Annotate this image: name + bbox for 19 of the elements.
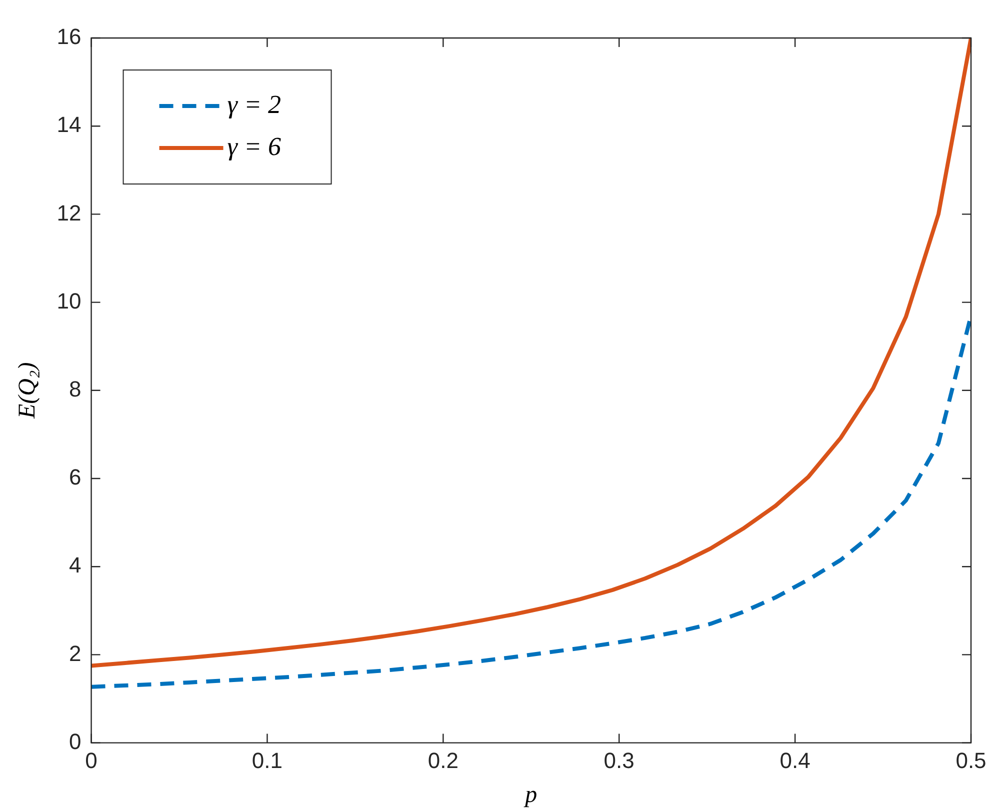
y-tick-label: 8 <box>69 376 82 402</box>
y-tick-label: 4 <box>69 552 82 578</box>
y-tick-label: 14 <box>56 112 82 138</box>
x-tick-label: 0 <box>85 748 98 774</box>
y-tick-label: 12 <box>56 200 82 226</box>
x-tick-label: 0.5 <box>956 748 986 774</box>
y-tick-label: 2 <box>69 640 82 666</box>
y-axis-title: E(Q₂) <box>14 362 41 420</box>
y-tick-label: 16 <box>56 24 82 50</box>
y-tick-label: 0 <box>69 728 82 754</box>
legend-label: γ = 6 <box>227 132 282 161</box>
x-tick-label: 0.1 <box>252 748 283 774</box>
x-axis-title: p <box>523 782 538 808</box>
x-tick-label: 0.3 <box>604 748 634 774</box>
y-tick-label: 6 <box>69 464 82 490</box>
legend-label: γ = 2 <box>227 90 282 119</box>
y-tick-label: 10 <box>56 288 82 314</box>
x-tick-label: 0.4 <box>780 748 810 774</box>
x-tick-label: 0.2 <box>428 748 458 774</box>
